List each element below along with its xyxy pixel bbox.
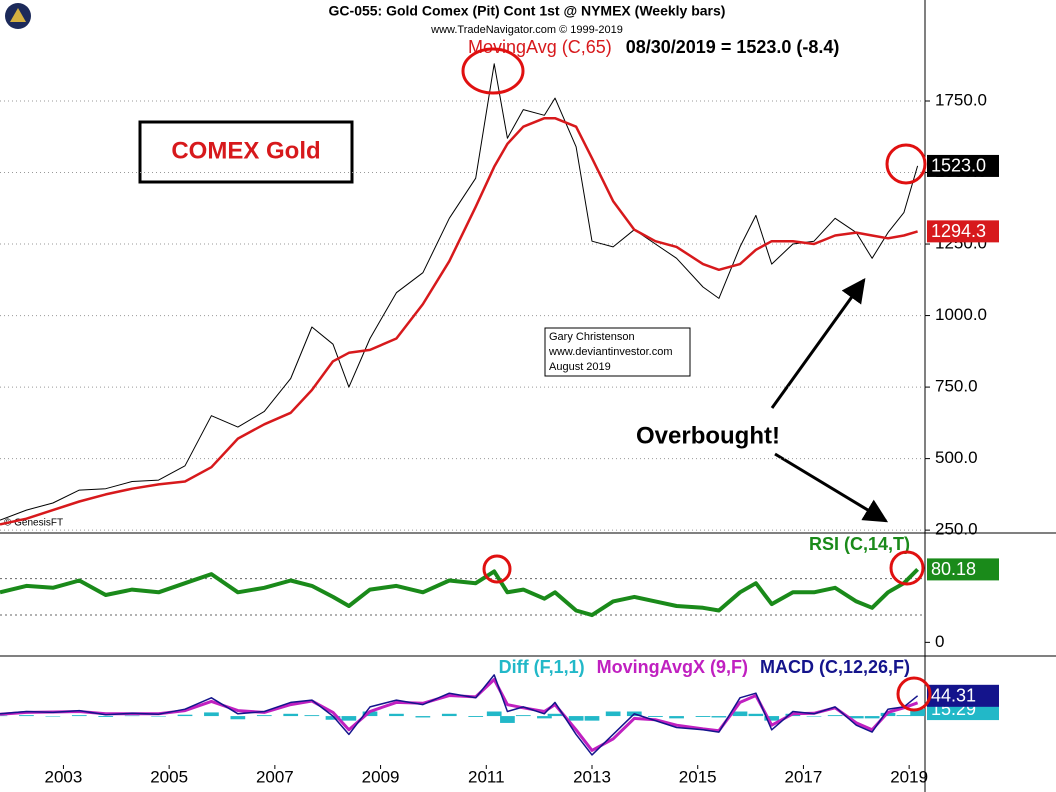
histogram-bar — [468, 716, 484, 717]
histogram-bar — [256, 715, 272, 717]
series-line — [0, 567, 920, 618]
histogram-bar — [389, 713, 404, 717]
histogram-bar — [230, 716, 246, 720]
y-tick-label: 1750.0 — [935, 90, 987, 109]
histogram-bar — [45, 716, 61, 717]
x-tick-label: 2013 — [573, 767, 611, 786]
histogram-bar — [362, 711, 378, 717]
value-label-box — [927, 558, 999, 581]
callout: Overbought! — [636, 422, 780, 449]
histogram-bar — [177, 714, 193, 717]
value-label: 44.31 — [931, 686, 976, 706]
credit-line: August 2019 — [549, 361, 611, 373]
x-tick-label: 2017 — [785, 767, 823, 786]
histogram-bar — [71, 715, 87, 717]
series-line — [0, 678, 919, 752]
legend-entry: MACD (C,12,26,F) — [760, 657, 910, 677]
histogram-bar — [764, 716, 780, 721]
logo — [5, 3, 31, 29]
credit-line: www.deviantinvestor.com — [548, 346, 673, 358]
histogram-bar — [124, 715, 140, 717]
y-tick-label: 750.0 — [935, 377, 978, 396]
value-label-box — [927, 684, 999, 707]
label-box-text: COMEX Gold — [171, 137, 320, 164]
histogram-bar — [748, 713, 764, 717]
histogram-bar — [486, 711, 502, 717]
y-tick-label: 500.0 — [935, 448, 978, 467]
series-line — [0, 674, 919, 756]
x-tick-label: 2011 — [468, 767, 505, 786]
series-line — [0, 116, 918, 526]
arrow — [770, 278, 866, 409]
histogram-bar — [19, 715, 34, 717]
histogram-bar — [441, 713, 457, 717]
histogram-bar — [283, 713, 299, 717]
x-tick-label: 2009 — [362, 767, 400, 786]
x-tick-label: 2003 — [45, 767, 83, 786]
value-label: 1294.3 — [931, 221, 986, 241]
histogram-bar — [711, 716, 727, 718]
histogram-bar — [806, 716, 822, 717]
histogram-bar — [515, 715, 531, 717]
histogram-bar — [669, 716, 684, 719]
chart-title: GC-055: Gold Comex (Pit) Cont 1st @ NYME… — [329, 3, 726, 19]
copyright: © GenesisFT — [4, 518, 63, 529]
histogram-bar — [151, 716, 166, 717]
histogram-bar — [605, 711, 621, 717]
histogram-bar — [695, 716, 711, 717]
histogram-bar — [415, 716, 431, 718]
value-label: 1523.0 — [931, 156, 986, 176]
credit-line: Gary Christenson — [549, 331, 635, 343]
x-tick-label: 2019 — [890, 767, 928, 786]
x-tick-label: 2007 — [256, 767, 294, 786]
label-box: COMEX Gold — [138, 120, 354, 184]
histogram-bar — [827, 715, 843, 717]
histogram-bar — [204, 712, 219, 717]
x-tick-label: 2005 — [150, 767, 188, 786]
histogram-bar — [325, 716, 341, 720]
x-tick-label: 2015 — [679, 767, 717, 786]
histogram-bar — [648, 716, 663, 717]
histogram-bar — [98, 716, 114, 717]
plots: 250.0500.0750.01000.01250.01500.01750.01… — [0, 37, 999, 786]
histogram-bar — [304, 715, 320, 717]
histogram-bar — [537, 716, 552, 719]
y-tick-label: 250.0 — [935, 520, 978, 539]
panel-header: 08/30/2019 = 1523.0 (-8.4) — [626, 37, 840, 57]
value-label-box — [927, 154, 999, 177]
highlight-circles — [461, 47, 932, 712]
source: www.TradeNavigator.com © 1999-2019 — [430, 24, 623, 36]
histogram-bar — [547, 713, 563, 717]
histogram-bar — [0, 715, 8, 717]
histogram-bar — [341, 716, 357, 721]
histogram-bar — [732, 711, 748, 717]
value-label: 80.18 — [931, 559, 976, 579]
legend-entry: Diff (F,1,1) — [499, 657, 585, 677]
histogram-bar — [500, 716, 515, 723]
series-line — [0, 63, 919, 521]
histogram-bar — [584, 716, 600, 721]
histogram-bar — [910, 709, 925, 717]
histogram-bar — [896, 715, 912, 717]
legend-entry: RSI (C,14,T) — [809, 534, 910, 554]
credit-box: Gary Christenson www.deviantinvestor.com… — [544, 327, 691, 377]
legend-entry: MovingAvgX (9,F) — [597, 657, 748, 677]
histogram-bar — [864, 716, 880, 719]
histogram-bar — [848, 716, 864, 719]
arrow — [774, 452, 889, 523]
legend-entry: MovingAvg (C,65) — [468, 37, 612, 57]
y-tick-label: 0 — [935, 632, 944, 651]
y-tick-label: 1000.0 — [935, 305, 987, 324]
value-label-box — [927, 220, 999, 243]
histogram-bar — [568, 716, 584, 721]
